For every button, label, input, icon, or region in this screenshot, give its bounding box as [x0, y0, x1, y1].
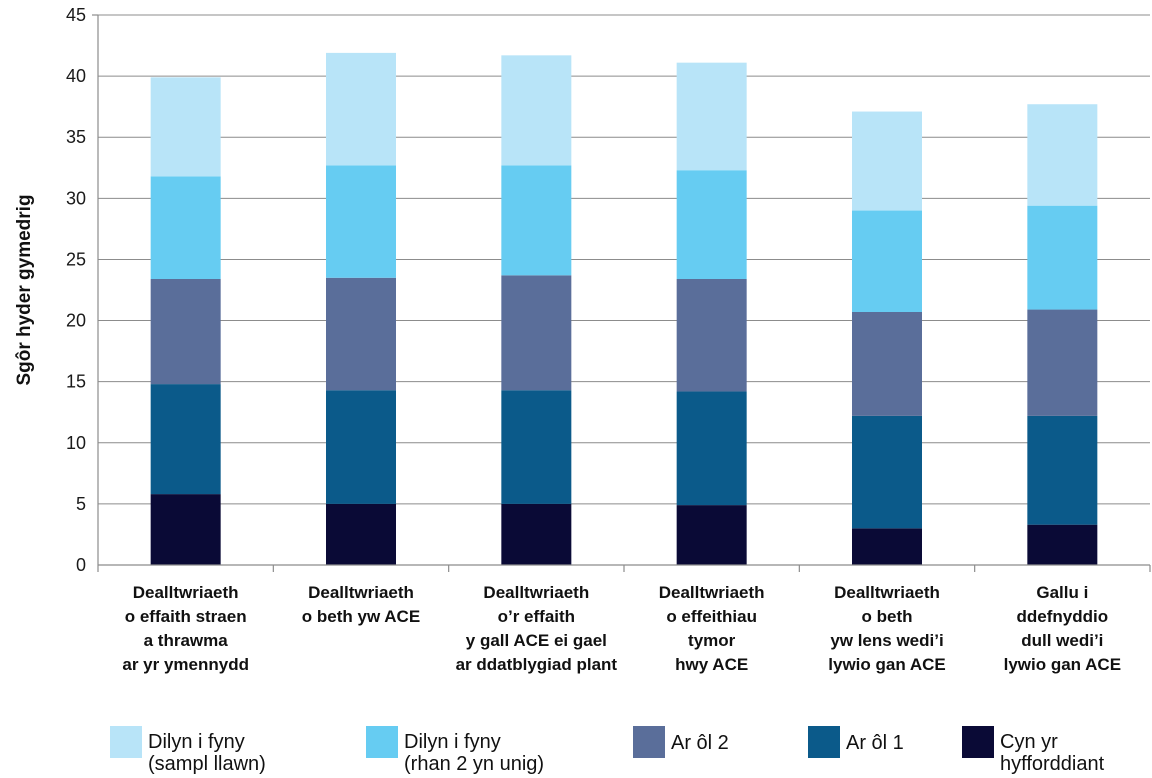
bar-segment: [1027, 309, 1098, 416]
gridlines: [98, 14, 1150, 505]
bar-segment: [1027, 524, 1098, 565]
bar-segment: [326, 52, 396, 166]
bar-segment: [326, 277, 396, 391]
legend-swatch: [110, 726, 142, 758]
x-category-label: Dealltwriaeth o beth yw lens wedi’i lywio g…: [828, 583, 945, 674]
bar-segment: [1027, 104, 1098, 206]
bar-segment: [676, 62, 747, 171]
bar-segment: [1027, 205, 1098, 310]
bar-segment: [676, 279, 747, 392]
y-tick-label: 40: [66, 66, 86, 86]
bar-segment: [1027, 415, 1098, 525]
axes: [92, 14, 1151, 572]
bar-segment: [501, 275, 572, 391]
legend-swatch: [633, 726, 665, 758]
bar-segment: [852, 528, 922, 565]
bar-segment: [676, 170, 747, 279]
bar-segment: [150, 384, 221, 495]
bar-segment: [852, 415, 922, 529]
x-category-label: Dealltwriaeth o beth yw ACE: [302, 583, 420, 626]
legend-label: Dilyn i fyny (rhan 2 yn unig): [404, 731, 544, 775]
legend-label: Dilyn i fyny (sampl llawn): [148, 731, 266, 775]
legend-swatch: [366, 726, 398, 758]
bar-segment: [501, 165, 572, 276]
y-tick-label: 10: [66, 433, 86, 453]
y-tick-label: 15: [66, 372, 86, 392]
x-category-label: Gallu i ddefnyddio dull wedi’i lywio gan AC…: [1004, 583, 1121, 674]
bar-segment: [150, 176, 221, 279]
legend-swatch: [808, 726, 840, 758]
y-tick-label: 30: [66, 188, 86, 208]
y-tick-label: 20: [66, 311, 86, 331]
bar-segment: [676, 505, 747, 565]
bar-segment: [852, 111, 922, 211]
x-category-label: Dealltwriaeth o effeithiau tymor hwy ACE: [659, 583, 765, 674]
legend-label: Ar ôl 1: [846, 732, 904, 754]
x-category-labels: Dealltwriaeth o effaith straen a thrawma ar…: [122, 583, 1121, 674]
bar-segment: [501, 55, 572, 166]
bar-segment: [150, 77, 221, 177]
y-tick-label: 0: [76, 555, 86, 575]
bar-segment: [501, 390, 572, 504]
legend-label: Ar ôl 2: [671, 732, 729, 754]
y-axis-label: Sgôr hyder gymedrig: [14, 194, 35, 385]
y-tick-label: 25: [66, 249, 86, 269]
bar-segment: [676, 391, 747, 506]
bar-segment: [150, 494, 221, 565]
bar-segment: [150, 279, 221, 385]
bar-segment: [326, 503, 396, 565]
y-tick-labels: 0 5 10 15 20 25 30 35 40 45: [66, 5, 86, 575]
bar-segment: [852, 312, 922, 416]
bar-segment: [852, 210, 922, 312]
y-tick-label: 45: [66, 5, 86, 25]
bars: [150, 52, 1098, 565]
y-tick-label: 35: [66, 127, 86, 147]
x-category-label: Dealltwriaeth o’r effaith y gall ACE ei ga…: [456, 583, 618, 674]
legend-swatch: [962, 726, 994, 758]
x-category-label: Dealltwriaeth o effaith straen a thrawma ar…: [122, 583, 249, 674]
y-tick-label: 5: [76, 494, 86, 514]
bar-segment: [501, 503, 572, 565]
legend: Dilyn i fyny (sampl llawn) Dilyn i fyny (rh…: [110, 726, 1105, 775]
bar-segment: [326, 390, 396, 504]
bar-segment: [326, 165, 396, 278]
legend-label: Cyn yr hyfforddiant: [1000, 731, 1105, 775]
